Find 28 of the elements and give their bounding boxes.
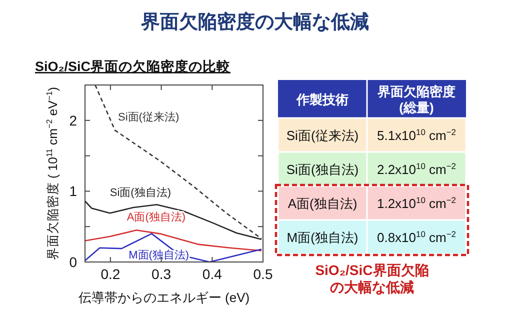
line-series xyxy=(85,229,262,252)
category-label: A面(独自法) xyxy=(288,196,358,211)
series-label: A面(独自法) xyxy=(126,210,186,224)
line-series xyxy=(85,233,262,263)
series-label: 界面欠陥密度 (総量) xyxy=(376,84,456,115)
chart-title: 界面欠陥密度の大幅な低減 xyxy=(140,11,369,33)
y-tick-label: 0 xyxy=(69,254,78,270)
text: 作製技術 xyxy=(296,92,348,107)
data-label: 1.2x10$^{10}$ cm$^{−2}$ xyxy=(376,194,456,211)
y-tick-label: 1 xyxy=(69,183,78,200)
series-label: Si面(従来法) xyxy=(118,110,180,124)
x-tick-label: 0.2 xyxy=(100,266,120,282)
x-tick-label: 0.4 xyxy=(202,266,222,282)
x-tick-label: 0.5 xyxy=(253,266,273,282)
y-tick-label: 2 xyxy=(69,112,78,128)
data-label: 0.8x10$^{10}$ cm$^{−2}$ xyxy=(376,228,456,245)
x-tick-label: 0.3 xyxy=(152,266,172,282)
category-label: M面(独自法) xyxy=(286,230,358,245)
category-label: Si面(独自法) xyxy=(286,162,359,177)
series-label: Si面(独自法) xyxy=(110,186,172,200)
line-series xyxy=(85,200,262,240)
data-label: 2.2x10$^{10}$ cm$^{−2}$ xyxy=(376,160,456,177)
text: の大幅な低減 xyxy=(330,279,414,295)
data-label: 5.1x10$^{10}$ cm$^{−2}$ xyxy=(376,126,456,143)
line-series xyxy=(94,84,262,240)
category-label: Si面(従来法) xyxy=(286,128,359,143)
x-axis-title: 伝導帯からのエネルギー (eV) xyxy=(78,290,250,305)
text: SiO₂/SiC界面欠陥 xyxy=(315,262,429,278)
